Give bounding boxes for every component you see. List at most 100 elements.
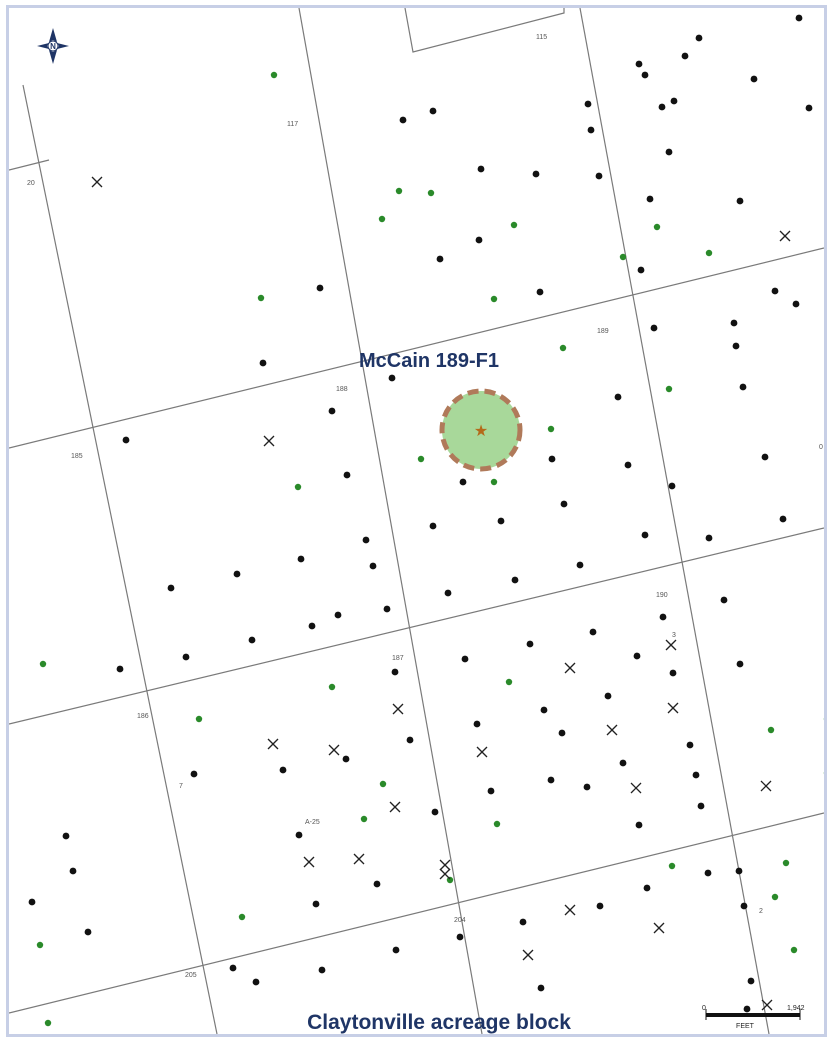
well-dot: [643, 884, 651, 892]
well-dot: [604, 692, 612, 700]
well-dot: [547, 776, 555, 784]
plugged-well-icon: [667, 702, 679, 714]
well-dot-green: [44, 1019, 52, 1027]
tract-label: 190: [656, 592, 668, 599]
well-dot: [233, 570, 241, 578]
well-dot: [383, 605, 391, 613]
well-dot: [686, 741, 694, 749]
well-dot: [399, 116, 407, 124]
north-arrow-icon: N: [37, 28, 69, 64]
well-dot: [392, 946, 400, 954]
well-dot: [328, 407, 336, 415]
well-dot: [477, 165, 485, 173]
well-dot: [624, 461, 632, 469]
well-dot: [747, 977, 755, 985]
plugged-well-icon: [353, 853, 365, 865]
well-dot: [429, 522, 437, 530]
well-dot-green: [257, 294, 265, 302]
well-dot: [805, 104, 813, 112]
well-dot: [736, 197, 744, 205]
well-dot-green: [653, 223, 661, 231]
plugged-well-icon: [761, 999, 773, 1011]
tract-label: 2: [759, 908, 763, 915]
well-dot-green: [395, 187, 403, 195]
well-dot: [720, 596, 728, 604]
tract-label: 185: [71, 453, 83, 460]
well-dot: [444, 589, 452, 597]
well-dot: [637, 266, 645, 274]
scale-start-label: 0: [702, 1005, 706, 1012]
well-label: McCain 189-F1: [359, 350, 499, 372]
well-dot: [69, 867, 77, 875]
well-dot-green: [427, 189, 435, 197]
well-dot: [596, 902, 604, 910]
well-dot: [456, 933, 464, 941]
plugged-well-icon: [564, 904, 576, 916]
well-dot: [641, 71, 649, 79]
well-dot-green: [619, 253, 627, 261]
prospect-marker[interactable]: ★: [439, 388, 523, 472]
well-dot: [705, 534, 713, 542]
map-frame: 115 117 20 189 188 185 190 187 186 A-25 …: [6, 5, 827, 1037]
plugged-well-icon: [91, 176, 103, 188]
well-dot-green: [665, 385, 673, 393]
tract-label: 188: [336, 386, 348, 393]
well-dot: [252, 978, 260, 986]
well-dot: [312, 900, 320, 908]
well-dot: [635, 60, 643, 68]
well-dot: [519, 918, 527, 926]
well-dot-green: [547, 425, 555, 433]
well-dot-green: [446, 876, 454, 884]
plugged-well-icon: [665, 639, 677, 651]
well-dot: [743, 1005, 751, 1013]
well-dot-green: [39, 660, 47, 668]
well-dot: [342, 755, 350, 763]
well-dot-green: [705, 249, 713, 257]
tract-label: 204: [454, 917, 466, 924]
plugged-well-icon: [606, 724, 618, 736]
well-dot: [658, 103, 666, 111]
well-dot: [308, 622, 316, 630]
plugged-well-icon: [303, 856, 315, 868]
plugged-well-icon: [564, 662, 576, 674]
well-dot-green: [490, 295, 498, 303]
well-dot: [761, 453, 769, 461]
well-dot-green: [490, 478, 498, 486]
well-dot: [84, 928, 92, 936]
scale-end-label: 1,942: [787, 1005, 805, 1012]
well-dot-green: [767, 726, 775, 734]
tract-label: 7: [179, 783, 183, 790]
plugged-well-icon: [522, 949, 534, 961]
well-dot: [334, 611, 342, 619]
well-dot: [697, 802, 705, 810]
well-dot-green: [238, 913, 246, 921]
well-dot: [391, 668, 399, 676]
well-dot: [229, 964, 237, 972]
tract-label: 205: [185, 972, 197, 979]
well-dot: [641, 531, 649, 539]
tract-label: 189: [597, 328, 609, 335]
survey-grid: [9, 8, 824, 1034]
well-dot: [182, 653, 190, 661]
well-dot: [532, 170, 540, 178]
scale-unit-label: FEET: [736, 1023, 755, 1030]
well-dot: [730, 319, 738, 327]
tract-label: 115: [536, 34, 547, 41]
well-dot: [429, 107, 437, 115]
well-dot: [739, 383, 747, 391]
plugged-well-icon: [476, 746, 488, 758]
well-dot: [406, 736, 414, 744]
well-dot: [28, 898, 36, 906]
well-dot-green: [510, 221, 518, 229]
well-dot-green: [328, 683, 336, 691]
well-dot: [670, 97, 678, 105]
well-dot: [116, 665, 124, 673]
star-icon: ★: [474, 421, 488, 440]
well-dot: [279, 766, 287, 774]
well-dot: [736, 660, 744, 668]
tract-label: 186: [137, 713, 149, 720]
prospect-circle[interactable]: [439, 388, 523, 472]
well-dot: [589, 628, 597, 636]
plugged-well-icon: [328, 744, 340, 756]
plugged-well-icon: [389, 801, 401, 813]
